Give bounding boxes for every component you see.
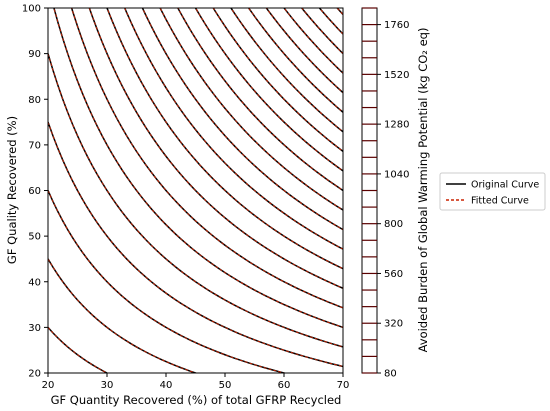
contour-original-16	[247, 8, 343, 113]
y-tick-label: 30	[28, 323, 41, 334]
contour-fitted-11	[159, 8, 343, 211]
contour-original-3	[48, 121, 343, 368]
y-tick-label: 90	[28, 49, 41, 60]
x-tick-label: 30	[101, 380, 114, 391]
contour-original-4	[48, 53, 343, 348]
contour-fitted-16	[248, 8, 343, 113]
contour-original-6	[70, 8, 343, 309]
contour-original-8	[106, 8, 343, 270]
colorbar-ticks: 80 320 560 800 1040 1280 1520 1760	[377, 20, 409, 380]
contour-original-0	[48, 326, 109, 373]
contour-original-7	[88, 8, 343, 289]
contour-fitted-17	[265, 8, 343, 94]
colorbar-tick-label: 800	[384, 219, 403, 230]
x-tick-label: 20	[42, 380, 55, 391]
contour-fitted-21	[336, 8, 343, 15]
contour-fitted-14	[212, 8, 343, 152]
contour-fitted-8	[106, 8, 343, 270]
contour-fitted-10	[141, 8, 343, 230]
y-tick-label: 80	[28, 95, 41, 106]
contour-fitted-3	[48, 121, 343, 367]
colorbar: 80 320 560 800 1040 1280 1520 1760	[361, 7, 409, 380]
legend: Original Curve Fitted Curve	[439, 172, 546, 211]
contour-lines	[48, 8, 343, 373]
contour-original-10	[141, 8, 343, 231]
y-axis-label: GF Quality Recovered (%)	[5, 116, 19, 264]
contour-fitted-13	[195, 8, 343, 172]
contour-fitted-18	[283, 8, 343, 74]
x-tick-label: 50	[219, 380, 232, 391]
contour-fitted-7	[88, 8, 343, 289]
colorbar-tick-label: 560	[384, 269, 403, 280]
contour-original-14	[212, 8, 343, 152]
legend-box	[439, 172, 546, 211]
x-tick-label: 70	[337, 380, 350, 391]
y-axis-ticks: 20 30 40 50 60 70 80 90 100	[22, 4, 48, 380]
contour-fitted-4	[48, 53, 343, 348]
colorbar-level-lines	[362, 7, 377, 374]
contour-fitted-20	[318, 8, 343, 35]
y-tick-label: 70	[28, 140, 41, 151]
x-tick-label: 60	[278, 380, 291, 391]
colorbar-tick-label: 1760	[384, 20, 409, 31]
contour-fitted-2	[48, 190, 286, 373]
x-tick-label: 40	[160, 380, 173, 391]
contour-fitted-9	[124, 8, 343, 250]
contour-original-19	[300, 8, 343, 55]
x-axis-ticks: 20 30 40 50 60 70	[42, 373, 350, 391]
colorbar-tick-label: 1520	[384, 70, 409, 81]
x-axis-label: GF Quantity Recovered (%) of total GFRP …	[51, 393, 342, 407]
y-tick-label: 40	[28, 277, 41, 288]
contour-fitted-15	[230, 8, 343, 133]
colorbar-tick-label: 320	[384, 319, 403, 330]
contour-original-13	[194, 8, 343, 172]
contour-fitted-5	[53, 8, 343, 328]
colorbar-tick-label: 1040	[384, 169, 409, 180]
y-tick-label: 60	[28, 186, 41, 197]
colorbar-tick-label: 80	[384, 369, 397, 380]
contour-original-15	[230, 8, 343, 133]
legend-fitted-label: Fitted Curve	[471, 196, 529, 207]
colorbar-label: Avoided Burden of Global Warming Potenti…	[416, 28, 430, 353]
contour-fitted-6	[71, 8, 343, 309]
contour-original-21	[336, 8, 343, 15]
legend-original-label: Original Curve	[471, 180, 539, 191]
contour-original-11	[159, 8, 343, 211]
y-tick-label: 50	[28, 232, 41, 243]
y-tick-label: 20	[28, 369, 41, 380]
contour-fitted-12	[177, 8, 343, 191]
contour-original-9	[123, 8, 343, 250]
y-tick-label: 100	[22, 4, 41, 15]
colorbar-tick-label: 1280	[384, 120, 409, 131]
